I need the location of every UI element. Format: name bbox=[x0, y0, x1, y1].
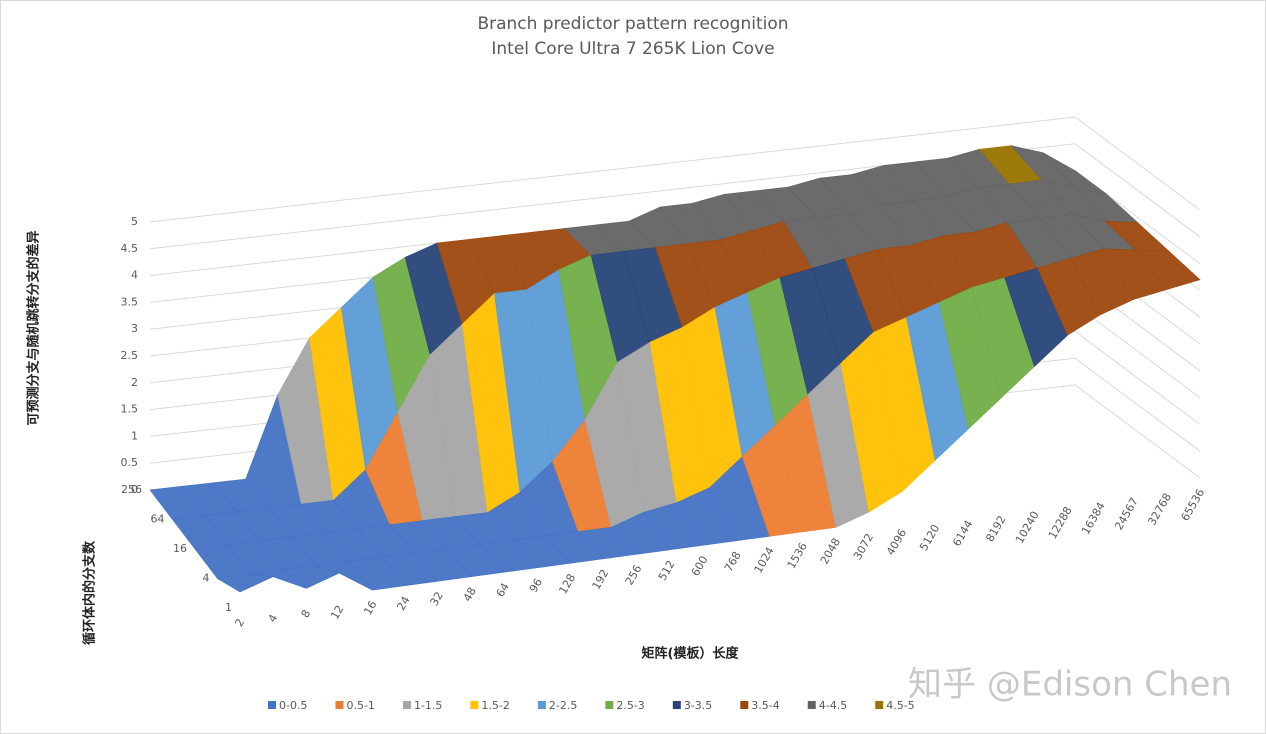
legend-label: 1-1.5 bbox=[414, 699, 442, 712]
legend-label: 0.5-1 bbox=[346, 699, 374, 712]
legend-label: 4.5-5 bbox=[886, 699, 914, 712]
z-tick-label: 3.5 bbox=[121, 295, 139, 308]
x-tick-label: 12 bbox=[328, 603, 346, 622]
grid-line bbox=[1074, 116, 1201, 211]
grid-line bbox=[1074, 330, 1201, 425]
legend-label: 3-3.5 bbox=[684, 699, 712, 712]
chart-title: Branch predictor pattern recognition bbox=[477, 14, 788, 34]
legend-swatch bbox=[807, 701, 816, 709]
legend-swatch bbox=[402, 701, 411, 709]
legend-swatch bbox=[268, 701, 276, 709]
z-tick-label: 5 bbox=[131, 215, 138, 228]
z-tick-label: 3 bbox=[131, 322, 138, 335]
x-tick-label: 96 bbox=[527, 576, 545, 595]
grid-line bbox=[1074, 143, 1201, 238]
z-tick-label: 2.5 bbox=[121, 349, 139, 362]
depth-axis-title: 循环体内的分支数 bbox=[82, 540, 98, 645]
x-tick-label: 24 bbox=[394, 594, 412, 613]
legend-swatch bbox=[740, 701, 749, 709]
grid-line bbox=[1074, 357, 1201, 452]
legend-label: 4-4.5 bbox=[819, 699, 847, 712]
surface-patch bbox=[1135, 249, 1201, 290]
depth-tick-label: 1 bbox=[225, 601, 232, 614]
z-tick-label: 1.5 bbox=[121, 403, 139, 416]
legend-label: 1.5-2 bbox=[481, 699, 509, 712]
z-tick-label: 4.5 bbox=[121, 242, 139, 255]
x-tick-label: 48 bbox=[461, 585, 479, 604]
legend-swatch bbox=[537, 701, 546, 709]
depth-tick-label: 256 bbox=[121, 483, 142, 496]
grid-line bbox=[1074, 384, 1201, 479]
x-tick-label: 64 bbox=[494, 581, 512, 600]
legend-swatch bbox=[875, 701, 884, 709]
z-axis-title: 可预测分支与随机跳转分支的差异 bbox=[26, 230, 42, 425]
depth-tick-label: 64 bbox=[151, 513, 165, 526]
legend-label: 0-0.5 bbox=[279, 699, 307, 712]
legend-label: 2-2.5 bbox=[549, 699, 577, 712]
legend-label: 2.5-3 bbox=[616, 699, 644, 712]
z-tick-label: 0.5 bbox=[121, 456, 139, 469]
x-axis-title: 矩阵(模板）长度 bbox=[641, 646, 740, 662]
legend-swatch bbox=[470, 701, 479, 709]
watermark: 知乎 @Edison Chen bbox=[908, 665, 1232, 705]
z-tick-label: 2 bbox=[131, 376, 138, 389]
legend-swatch bbox=[335, 701, 344, 709]
z-tick-label: 4 bbox=[131, 269, 138, 282]
x-tick-label: 16 bbox=[361, 599, 379, 618]
z-tick-label: 0 bbox=[131, 483, 138, 496]
legend-label: 3.5-4 bbox=[751, 699, 779, 712]
grid-line bbox=[1074, 304, 1201, 399]
legend-swatch bbox=[672, 701, 681, 709]
legend-swatch bbox=[605, 701, 614, 709]
grid-line bbox=[149, 116, 1076, 223]
chart-subtitle: Intel Core Ultra 7 265K Lion Cove bbox=[491, 39, 774, 59]
depth-tick-label: 16 bbox=[173, 542, 187, 555]
z-tick-label: 1 bbox=[131, 429, 138, 442]
depth-tick-label: 4 bbox=[203, 572, 210, 585]
x-tick-label: 32 bbox=[428, 590, 446, 609]
